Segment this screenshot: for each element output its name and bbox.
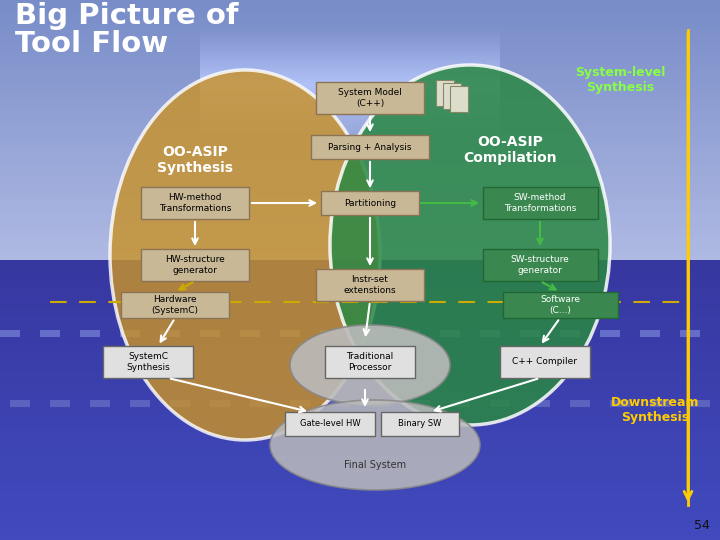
Text: HW-method
Transformations: HW-method Transformations <box>159 193 231 213</box>
Text: Binary SW: Binary SW <box>398 420 441 429</box>
Text: OO-ASIP
Synthesis: OO-ASIP Synthesis <box>157 145 233 175</box>
Text: OO-ASIP
Compilation: OO-ASIP Compilation <box>463 135 557 165</box>
Ellipse shape <box>110 70 380 440</box>
Text: System-level
Synthesis: System-level Synthesis <box>575 66 665 94</box>
Bar <box>311 135 429 159</box>
Text: Parsing + Analysis: Parsing + Analysis <box>328 143 412 152</box>
Bar <box>141 249 249 281</box>
Text: Downstream
Synthesis: Downstream Synthesis <box>611 396 699 424</box>
Bar <box>316 82 424 114</box>
Text: C++ Compiler: C++ Compiler <box>513 357 577 367</box>
Bar <box>482 249 598 281</box>
Text: SW-method
Transformations: SW-method Transformations <box>504 193 576 213</box>
Text: Instr-set
extenstions: Instr-set extenstions <box>343 275 396 295</box>
Text: Traditional
Processor: Traditional Processor <box>346 352 394 372</box>
Bar <box>503 292 618 318</box>
Bar <box>121 292 229 318</box>
Text: Software
(C...): Software (C...) <box>540 295 580 315</box>
Bar <box>316 269 424 301</box>
Text: Partitioning: Partitioning <box>344 199 396 207</box>
Ellipse shape <box>330 65 610 425</box>
Bar <box>381 412 459 436</box>
Bar <box>321 191 419 215</box>
Bar <box>500 346 590 378</box>
Ellipse shape <box>270 400 480 490</box>
Text: System Model
(C++): System Model (C++) <box>338 89 402 107</box>
Text: Big Picture of: Big Picture of <box>15 2 238 30</box>
Text: 54: 54 <box>694 519 710 532</box>
Bar <box>436 80 454 106</box>
Text: Hardware
(SystemC): Hardware (SystemC) <box>151 295 199 315</box>
Text: Tool Flow: Tool Flow <box>15 30 168 58</box>
Text: HW-structure
generator: HW-structure generator <box>165 255 225 275</box>
Bar <box>103 346 193 378</box>
Text: Gate-level HW: Gate-level HW <box>300 420 360 429</box>
Bar <box>141 187 249 219</box>
Bar <box>443 83 461 109</box>
Bar <box>325 346 415 378</box>
Bar <box>482 187 598 219</box>
Bar <box>450 86 468 112</box>
Text: SystemC
Synthesis: SystemC Synthesis <box>126 352 170 372</box>
Text: Final System: Final System <box>344 460 406 470</box>
Text: SW-structure
generator: SW-structure generator <box>510 255 570 275</box>
Bar <box>285 412 375 436</box>
Ellipse shape <box>290 325 450 405</box>
